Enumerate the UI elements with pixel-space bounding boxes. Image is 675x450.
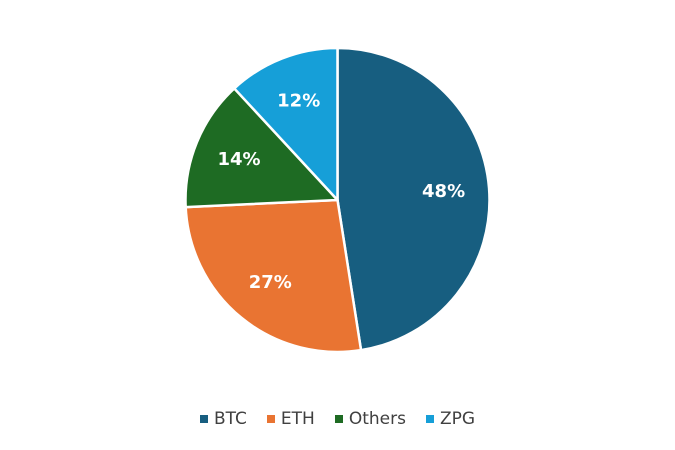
data-label-eth: 27% <box>249 272 292 293</box>
pie-slice-eth <box>184 198 363 354</box>
legend-swatch-btc <box>199 415 208 423</box>
legend-item-zpg: ZPG <box>425 409 476 429</box>
chart-legend: BTC ETH Others ZPG <box>0 406 675 432</box>
legend-item-eth: ETH <box>266 409 315 429</box>
data-label-zpg: 12% <box>277 90 320 111</box>
legend-swatch-eth <box>266 415 275 423</box>
data-label-others: 14% <box>217 149 260 170</box>
pie-slice-others <box>184 87 339 209</box>
data-label-btc: 48% <box>422 181 465 202</box>
legend-label-zpg: ZPG <box>439 409 476 429</box>
legend-label-eth: ETH <box>280 409 315 429</box>
legend-label-btc: BTC <box>213 409 247 429</box>
legend-item-btc: BTC <box>199 409 247 429</box>
pie-slice-zpg <box>233 46 339 202</box>
legend-swatch-others <box>334 415 343 423</box>
legend-swatch-zpg <box>425 415 434 423</box>
pie-slice-btc <box>336 46 491 352</box>
legend-item-others: Others <box>334 409 406 429</box>
legend-label-others: Others <box>348 409 406 429</box>
